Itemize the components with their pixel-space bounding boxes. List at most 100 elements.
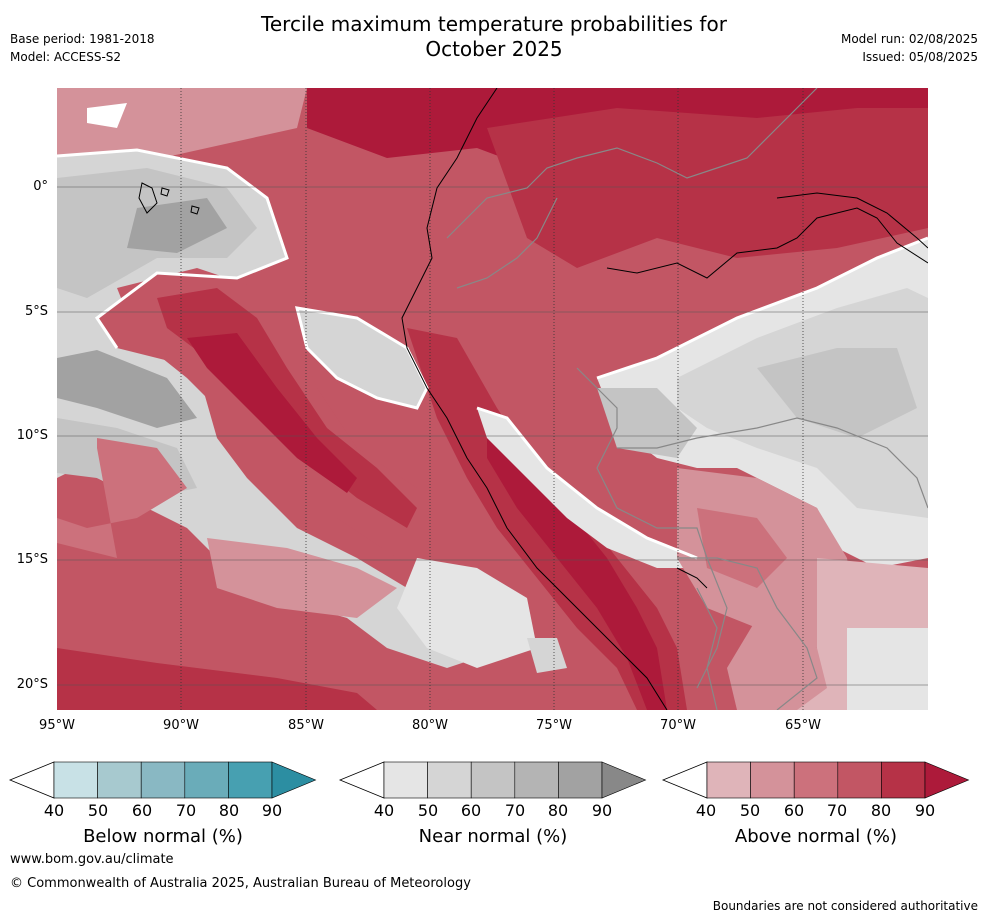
tick: 60 (783, 801, 805, 820)
title-line-2: October 2025 (425, 37, 563, 61)
region-near-60-east-small (597, 388, 697, 458)
region-near-40-south (397, 558, 537, 668)
colorbar-near-ticks: 40 50 60 70 80 90 (340, 801, 646, 821)
tick: 90 (591, 801, 613, 820)
lon-label-80w: 80°W (412, 718, 448, 733)
copyright: © Commonwealth of Australia 2025, Austra… (10, 876, 471, 891)
colorbar-swatch (750, 761, 795, 799)
region-near-80-sw (57, 350, 197, 428)
tick: 90 (914, 801, 936, 820)
coastline (401, 88, 928, 710)
lon-label-85w: 85°W (288, 718, 324, 733)
region-near-60-east (757, 348, 917, 438)
footer-url[interactable]: www.bom.gov.au/climate (10, 852, 174, 867)
colorbar-above-title: Above normal (%) (734, 826, 898, 847)
colorbar-below-swatches (8, 761, 317, 799)
latitude-grid (57, 186, 928, 686)
colorbar-swatch (140, 761, 186, 799)
region-above-60-se (697, 508, 787, 588)
colorbar-swatch (383, 761, 428, 799)
tick: 50 (87, 801, 109, 820)
meta-right: Model run: 02/08/2025 Issued: 05/08/2025 (841, 30, 978, 66)
lat-label-20s: 20°S (16, 677, 48, 692)
tick: 40 (373, 801, 395, 820)
region-above-50-south (207, 538, 397, 618)
tick: 60 (460, 801, 482, 820)
colorbar-swatch (558, 761, 603, 799)
contour-40-east (596, 236, 928, 380)
colorbar-below (8, 761, 317, 799)
lon-label-90w: 90°W (163, 718, 199, 733)
lat-label-10s: 10°S (16, 428, 48, 443)
region-near-40-coast (477, 408, 707, 568)
colorbar-start-arrow (661, 761, 708, 799)
colorbar-start-arrow (8, 761, 55, 799)
colorbar-near (338, 761, 647, 799)
colorbar-below-ticks: 40 50 60 70 80 90 (10, 801, 316, 821)
tick: 60 (131, 801, 153, 820)
lon-label-75w: 75°W (536, 718, 572, 733)
small-grey-patch (527, 638, 567, 673)
lat-label-15s: 15°S (16, 552, 48, 567)
lon-label-70w: 70°W (660, 718, 696, 733)
tick: 70 (504, 801, 526, 820)
tick: 90 (261, 801, 283, 820)
colorbar-end-arrow (271, 761, 317, 799)
issued-date: Issued: 05/08/2025 (862, 50, 978, 64)
lat-label-0: 0° (33, 179, 48, 194)
tick: 80 (870, 801, 892, 820)
colorbar-below-title: Below normal (%) (83, 826, 243, 847)
colorbar-swatch (706, 761, 751, 799)
colorbar-swatch (97, 761, 142, 799)
colorbar-above (661, 761, 970, 799)
colorbar-swatch (881, 761, 926, 799)
colorbar-above-ticks: 40 50 60 70 80 90 (663, 801, 969, 821)
region-above-80-north (487, 108, 928, 268)
contour-40-coast (476, 406, 698, 560)
colorbar-swatch (228, 761, 273, 799)
tick: 50 (417, 801, 439, 820)
colorbar-swatch (184, 761, 229, 799)
tick: 70 (826, 801, 848, 820)
model-name: Model: ACCESS-S2 (10, 50, 122, 64)
colorbar-near-swatches (338, 761, 647, 799)
colorbar-swatch (793, 761, 839, 799)
colorbar-swatch (53, 761, 98, 799)
region-near-normal-central (297, 308, 427, 408)
tick: 40 (695, 801, 717, 820)
region-above-90-andes (487, 418, 667, 710)
galapagos-islands (138, 182, 200, 215)
region-above-60-sw (57, 438, 187, 558)
tick: 80 (547, 801, 569, 820)
colorbar-swatch (470, 761, 516, 799)
colorbar-end-arrow (601, 761, 647, 799)
tick: 40 (43, 801, 65, 820)
probability-map (57, 88, 928, 710)
lon-label-65w: 65°W (785, 718, 821, 733)
contour-40-central (294, 306, 429, 410)
colorbar-above-swatches (661, 761, 970, 799)
colorbar-near-title: Near normal (%) (418, 826, 568, 847)
colorbar-start-arrow (338, 761, 385, 799)
map-title: Tercile maximum temperature probabilitie… (0, 12, 988, 62)
region-above-90-diagonal (187, 333, 357, 493)
disclaimer: Boundaries are not considered authoritat… (712, 899, 978, 913)
colorbar-swatch (427, 761, 472, 799)
region-above-80-south (57, 648, 377, 710)
region-near-40-se (847, 628, 928, 710)
contour-40-west (57, 148, 289, 349)
lon-label-95w: 95°W (39, 718, 75, 733)
lat-label-5s: 5°S (24, 304, 48, 319)
map-canvas (57, 88, 928, 710)
base-period: Base period: 1981-2018 (10, 32, 155, 46)
meta-left: Base period: 1981-2018 Model: ACCESS-S2 (10, 30, 155, 66)
title-line-1: Tercile maximum temperature probabilitie… (261, 12, 727, 36)
region-near-80-galapagos (127, 198, 227, 253)
colorbar-swatch (837, 761, 882, 799)
small-white-patch (87, 103, 127, 128)
country-boundaries (446, 88, 928, 710)
tick: 50 (739, 801, 761, 820)
model-run: Model run: 02/08/2025 (840, 32, 978, 46)
colorbar-swatch (514, 761, 559, 799)
colorbar-end-arrow (924, 761, 970, 799)
